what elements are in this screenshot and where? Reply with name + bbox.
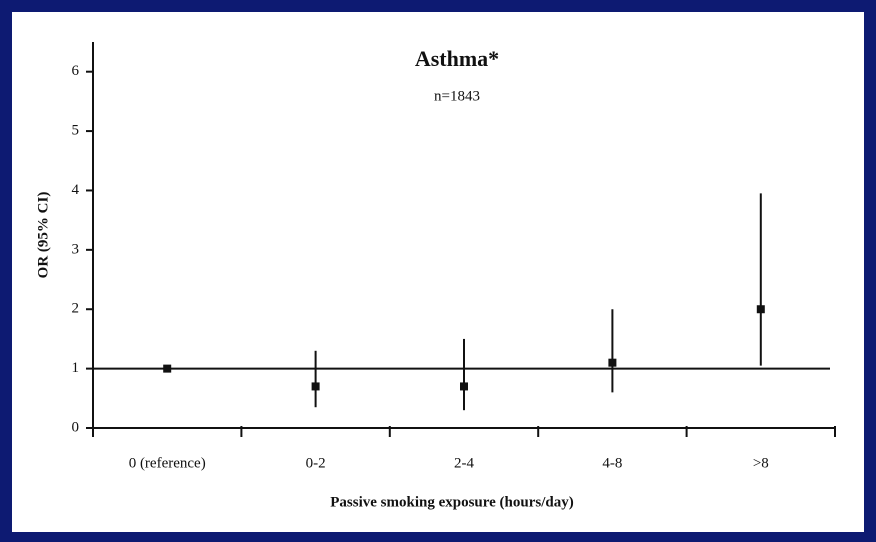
y-tick-label: 0	[72, 419, 80, 435]
point	[163, 364, 172, 373]
point	[460, 382, 468, 391]
chart-title: Asthma*	[415, 46, 499, 71]
x-tick-label: 4-8	[602, 455, 622, 471]
y-tick-label: 5	[72, 123, 80, 139]
x-tick-label: 0 (reference)	[129, 455, 206, 471]
y-tick-label: 4	[72, 182, 80, 198]
point	[311, 382, 320, 391]
x-tick-label: >8	[753, 455, 769, 471]
panel	[12, 12, 864, 532]
x-tick-label: 0-2	[306, 455, 326, 471]
x-axis-label: Passive smoking exposure (hours/day)	[330, 494, 574, 510]
chart-subtitle: n=1843	[434, 88, 480, 104]
y-tick-label: 2	[72, 301, 80, 317]
point	[756, 305, 765, 314]
y-tick-label: 1	[72, 360, 80, 376]
y-tick-label: 6	[72, 63, 80, 79]
x-tick-label: 2-4	[454, 455, 474, 471]
y-axis-label: OR (95% CI)	[35, 192, 51, 279]
point	[608, 358, 617, 367]
y-tick-label: 3	[72, 241, 80, 257]
